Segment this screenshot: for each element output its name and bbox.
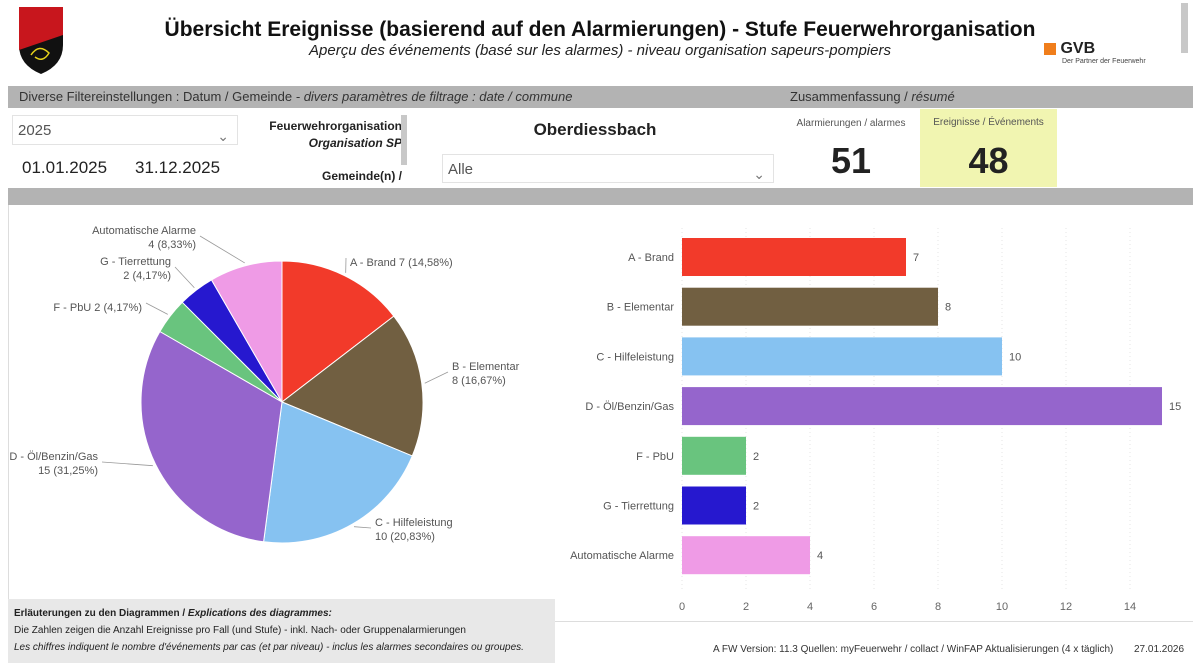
pie-value-label: 15 (31,25%) (38, 465, 98, 477)
footer-date: 27.01.2026 (1134, 644, 1185, 655)
events-value: 48 (968, 140, 1009, 181)
inspectorate-logo (17, 5, 65, 75)
y-category-label: B - Elementar (607, 302, 675, 314)
pie-leader-line (145, 302, 168, 315)
gvb-logo: GVB Der Partner der Feuerwehr (1044, 40, 1146, 65)
org-value: Oberdiessbach (533, 120, 657, 139)
pie-value-label: 10 (20,83%) (375, 531, 435, 543)
y-category-label: G - Tierrettung (603, 501, 674, 513)
notes-line-2: Les chiffres indiquent le nombre d'événe… (14, 642, 524, 653)
y-category-label: A - Brand (628, 252, 674, 264)
chart-section-bar (8, 188, 1193, 205)
pie-leader-line (174, 266, 195, 289)
org-label-fr: Organisation SP (308, 136, 402, 150)
x-tick-label: 8 (935, 601, 941, 613)
org-scrollbar[interactable] (401, 115, 407, 165)
pie-value-label: 8 (16,67%) (452, 375, 506, 387)
x-tick-label: 14 (1124, 601, 1136, 613)
pie-label: B - Elementar (452, 361, 520, 373)
pie-slice (281, 315, 424, 457)
x-tick-label: 12 (1060, 601, 1072, 613)
summary-section-bar: Zusammenfassung / résumé (790, 86, 1193, 108)
pie-slice (210, 260, 283, 404)
x-tick-label: 0 (679, 601, 685, 613)
bar (682, 238, 906, 276)
page-subtitle: Aperçu des événements (basé sur les alar… (309, 42, 891, 59)
pie-leader-line (101, 461, 153, 467)
pie-leader-line (353, 526, 372, 529)
pie-label: A - Brand 7 (14,58%) (350, 257, 453, 269)
x-tick-label: 2 (743, 601, 749, 613)
scrollbar[interactable] (1181, 3, 1188, 53)
municipality-label: Gemeinde(n) / (321, 169, 402, 183)
events-label: Ereignisse / Événements (933, 117, 1044, 128)
bar-value-label: 2 (753, 451, 759, 463)
date-to: 31.12.2025 (135, 158, 221, 177)
notes-title: Erläuterungen zu den Diagrammen / (14, 608, 188, 619)
y-category-label: C - Hilfeleistung (596, 351, 674, 363)
notes-box: Erläuterungen zu den Diagrammen / Explic… (8, 599, 555, 663)
bar (682, 287, 938, 326)
alarms-label: Alarmierungen / alarmes (796, 118, 906, 129)
x-tick-label: 4 (807, 601, 813, 613)
org-label: Feuerwehrorganisation (269, 119, 402, 133)
filter-section-bar: Diverse Filtereinstellungen : Datum / Ge… (8, 86, 798, 108)
pie-leader-line (199, 235, 245, 264)
chevron-down-icon: ⌄ (217, 128, 229, 144)
alarms-value: 51 (830, 140, 872, 181)
y-category-label: Automatische Alarme (570, 550, 674, 562)
bar-value-label: 15 (1169, 401, 1181, 413)
pie-value-label: 4 (8,33%) (148, 239, 196, 251)
bar-value-label: 10 (1009, 351, 1021, 363)
footer-info: A FW Version: 11.3 Quellen: myFeuerwehr … (713, 644, 1114, 655)
pie-label: D - Öl/Benzin/Gas (9, 451, 98, 463)
bar-value-label: 2 (753, 501, 759, 513)
y-category-label: F - PbU (636, 451, 674, 463)
chart-frame (8, 205, 1193, 622)
pie-label: Automatische Alarme (92, 225, 196, 237)
pie-label: G - Tierrettung (100, 256, 171, 268)
pie-slice (140, 330, 283, 543)
bar (682, 337, 1002, 376)
page-title: Übersicht Ereignisse (basierend auf den … (164, 18, 1036, 41)
bar (682, 436, 746, 475)
bar (682, 536, 810, 575)
pie-label: C - Hilfeleistung (375, 517, 453, 529)
events-card (920, 109, 1057, 187)
pie-leader-line (424, 371, 449, 384)
bar-value-label: 4 (817, 550, 823, 562)
y-category-label: D - Öl/Benzin/Gas (585, 401, 674, 413)
pie-slice (263, 401, 413, 544)
chevron-down-icon: ⌄ (753, 166, 765, 182)
date-from: 01.01.2025 (22, 158, 108, 177)
bar-value-label: 8 (945, 302, 951, 314)
notes-line-1: Die Zahlen zeigen die Anzahl Ereignisse … (14, 625, 466, 636)
pie-value-label: 2 (4,17%) (123, 270, 171, 282)
pie-slice (281, 260, 395, 404)
bar (682, 387, 1162, 426)
municipality-dropdown[interactable]: Alle ⌄ (442, 154, 774, 183)
bar (682, 486, 746, 525)
x-tick-label: 6 (871, 601, 877, 613)
bar-value-label: 7 (913, 252, 919, 264)
pie-label: F - PbU 2 (4,17%) (53, 302, 142, 314)
year-dropdown[interactable]: 2025 ⌄ (12, 115, 238, 145)
x-tick-label: 10 (996, 601, 1008, 613)
